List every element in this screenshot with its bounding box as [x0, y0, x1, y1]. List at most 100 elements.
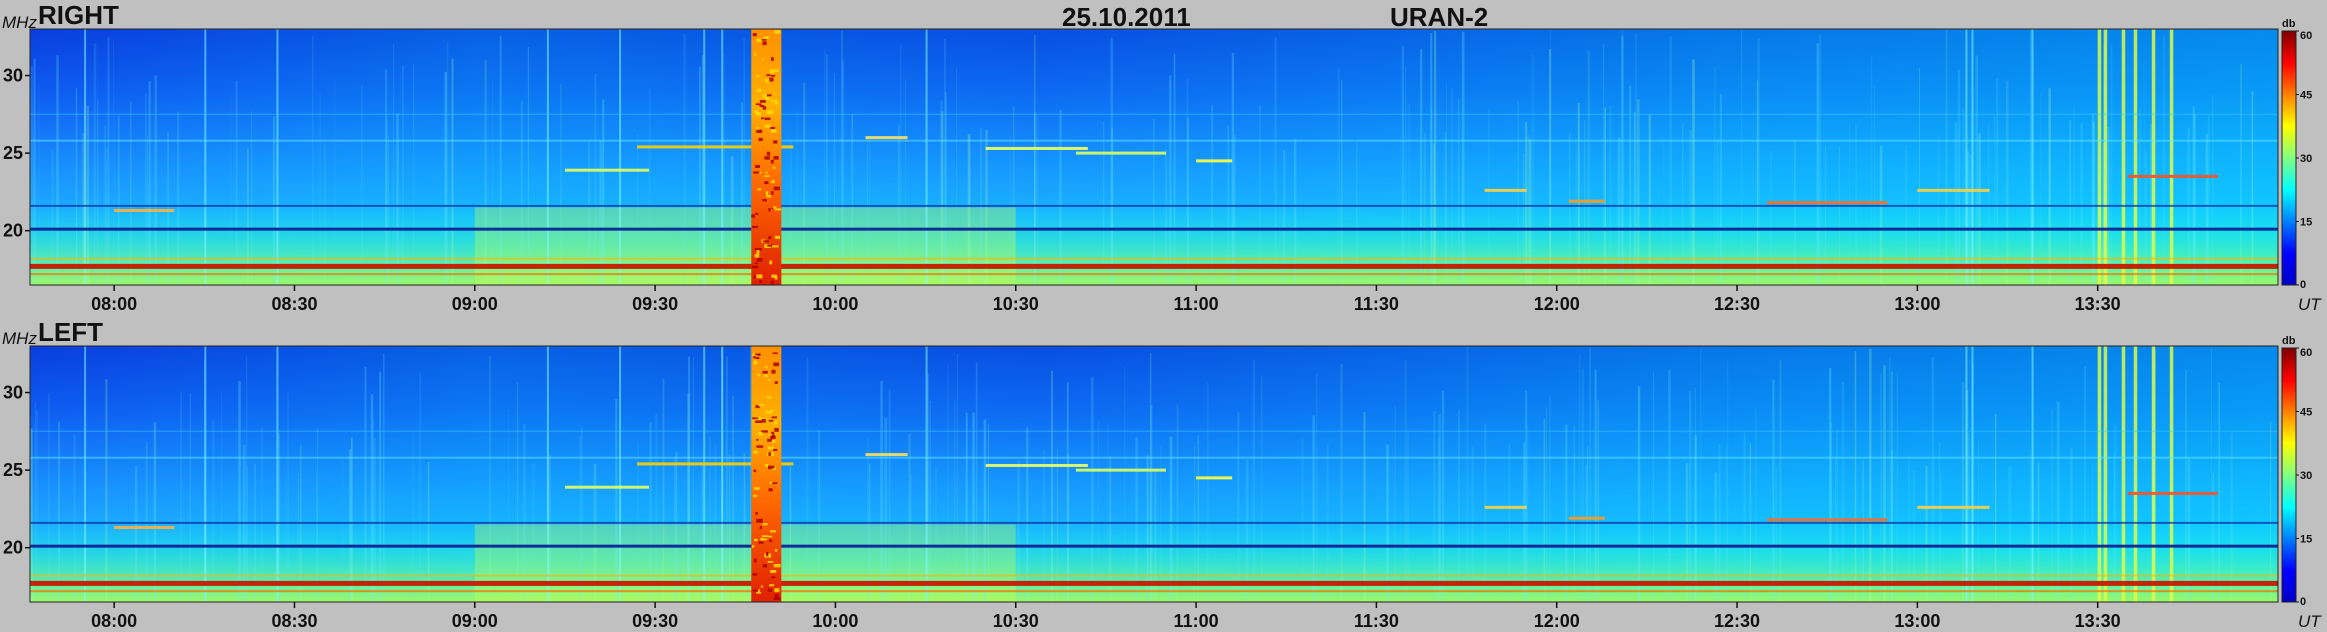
interference-streak: [319, 94, 321, 285]
interference-streak: [1889, 357, 1891, 602]
interference-streak: [117, 115, 120, 285]
interference-streak: [1648, 114, 1652, 285]
interference-streak: [2048, 88, 2052, 285]
interference-streak: [1067, 453, 1069, 602]
interference-streak: [841, 30, 843, 285]
y-tick-label: 20: [3, 538, 23, 558]
interference-streak: [1574, 453, 1575, 602]
interference-streak: [154, 75, 157, 285]
horizontal-band: [30, 574, 2278, 577]
interference-streak: [177, 111, 180, 285]
interference-streak: [1907, 455, 1911, 602]
interference-streak: [2230, 432, 2233, 602]
burst-speckle: [761, 58, 764, 61]
burst-speckle: [762, 106, 767, 110]
interference-streak: [594, 73, 597, 285]
burst-speckle: [774, 101, 778, 104]
interference-streak: [884, 417, 888, 602]
narrowband-signal: [637, 145, 794, 149]
interference-streak: [2091, 113, 2094, 285]
interference-streak: [1931, 356, 1935, 602]
interference-streak: [1036, 113, 1039, 285]
burst-speckle: [753, 494, 757, 498]
interference-streak: [965, 412, 968, 602]
x-tick-label: 09:30: [632, 611, 678, 631]
interference-streak: [1633, 111, 1636, 285]
y-tick-label: 30: [3, 66, 23, 86]
interference-streak: [2070, 448, 2073, 602]
narrowband-signal: [1767, 201, 1888, 205]
interference-streak: [1545, 406, 1547, 602]
interference-streak: [1585, 465, 1588, 602]
x-tick-label: 09:00: [452, 611, 498, 631]
interference-streak: [48, 392, 50, 602]
interference-streak: [1484, 424, 1487, 602]
burst-speckle: [774, 208, 782, 211]
bright-vertical-line: [2031, 29, 2034, 285]
interference-streak: [2110, 44, 2113, 285]
burst-speckle: [768, 419, 774, 422]
interference-streak: [82, 132, 85, 285]
spectrogram-image: [30, 346, 2278, 602]
burst-speckle: [761, 39, 767, 41]
interference-streak: [699, 66, 701, 285]
interference-streak: [1261, 375, 1263, 602]
low-frequency-emission: [30, 199, 2278, 285]
interference-streak: [105, 379, 108, 602]
burst-speckle: [774, 427, 779, 432]
bright-vertical-line: [546, 29, 549, 285]
interference-streak: [1621, 35, 1624, 285]
interference-streak: [1629, 85, 1632, 285]
colorbar: [2281, 347, 2297, 603]
burst-speckle: [762, 523, 768, 526]
interference-streak: [1433, 30, 1437, 285]
interference-streak: [929, 401, 932, 602]
burst-speckle: [769, 584, 775, 587]
interference-streak: [1017, 460, 1020, 602]
interference-streak: [1407, 430, 1409, 602]
interference-streak: [2162, 36, 2166, 285]
narrowband-signal: [865, 136, 908, 140]
interference-streak: [985, 130, 988, 285]
interference-streak: [1124, 365, 1126, 602]
bright-vertical-line: [1971, 346, 1974, 602]
interference-streak: [2212, 95, 2214, 285]
bright-vertical-line: [84, 29, 87, 285]
interference-streak: [1433, 411, 1436, 602]
interference-streak: [33, 58, 36, 285]
radio-burst: [751, 346, 782, 602]
interference-streak: [1829, 367, 1832, 602]
burst-speckle: [756, 438, 759, 441]
interference-streak: [1925, 466, 1928, 602]
interference-streak: [370, 394, 374, 602]
interference-streak: [1444, 132, 1447, 285]
burst-speckle: [774, 588, 780, 593]
burst-speckle: [757, 373, 760, 377]
burst-speckle: [762, 564, 768, 568]
interference-streak: [251, 111, 253, 285]
burst-speckle: [768, 77, 774, 82]
interference-streak: [2139, 108, 2142, 285]
burst-speckle: [765, 96, 770, 100]
burst-speckle: [770, 159, 774, 164]
horizontal-band: [30, 227, 2278, 231]
burst-speckle: [769, 539, 772, 543]
burst-speckle: [756, 274, 763, 279]
interference-streak: [1896, 372, 1899, 602]
interference-streak: [1994, 116, 1996, 285]
interference-streak: [674, 457, 675, 602]
interference-streak: [1838, 146, 1840, 285]
interference-streak: [277, 433, 281, 602]
x-tick-label: 13:30: [2075, 611, 2121, 631]
interference-streak: [1756, 80, 1759, 285]
interference-streak: [1966, 151, 1970, 285]
interference-streak: [1918, 67, 1921, 285]
interference-streak: [1233, 135, 1236, 285]
interference-streak: [1868, 348, 1872, 602]
colorbar-unit: db: [2282, 18, 2296, 30]
interference-streak: [1274, 37, 1277, 285]
interference-streak: [1594, 369, 1597, 602]
interference-streak: [2113, 453, 2115, 602]
interference-streak: [796, 110, 798, 285]
